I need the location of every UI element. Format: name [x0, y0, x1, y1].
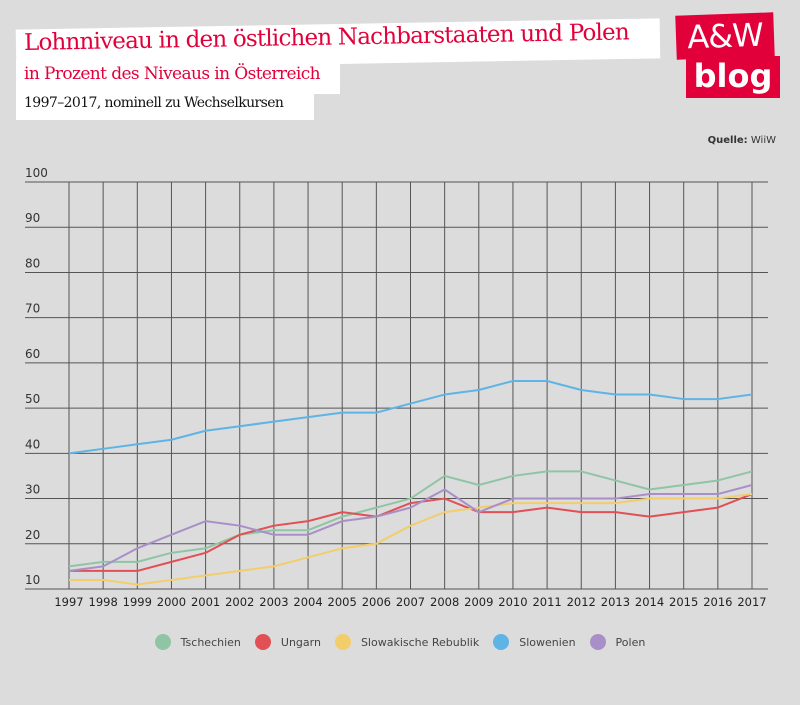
legend-marker-icon — [254, 634, 271, 650]
source-label: Quelle: — [707, 135, 748, 146]
legend-item[interactable]: Slowenien — [493, 634, 576, 650]
legend-marker-icon — [493, 634, 510, 650]
x-tick-label: 1999 — [123, 595, 152, 609]
y-tick-label: 70 — [25, 302, 40, 316]
x-tick-label: 2005 — [328, 595, 357, 609]
x-tick-label: 2015 — [669, 595, 698, 609]
note-background — [16, 90, 314, 120]
x-tick-label: 2006 — [362, 595, 391, 609]
x-tick-label: 2010 — [498, 595, 527, 609]
legend-label: Ungarn — [280, 635, 321, 649]
x-tick-label: 2012 — [567, 595, 596, 609]
logo-blog: blog — [686, 56, 780, 98]
x-tick-label: 2008 — [430, 595, 459, 609]
x-tick-label: 2000 — [157, 595, 186, 609]
legend-item[interactable]: Polen — [589, 634, 646, 650]
y-tick-label: 100 — [25, 166, 48, 180]
legend-item[interactable]: Tschechien — [154, 634, 241, 650]
legend-label: Polen — [615, 635, 646, 649]
source-value: WiiW — [750, 135, 776, 146]
legend-label: Slowenien — [519, 635, 576, 649]
x-tick-label: 2004 — [293, 595, 322, 609]
y-tick-label: 10 — [25, 573, 40, 587]
x-tick-label: 2017 — [737, 595, 766, 609]
y-tick-label: 30 — [25, 483, 40, 497]
x-tick-label: 2009 — [464, 595, 493, 609]
y-tick-label: 40 — [25, 437, 40, 451]
x-tick-label: 2011 — [532, 595, 561, 609]
chart-note: 1997–2017, nominell zu Wechselkursen — [24, 95, 284, 111]
legend-label: Slowakische Rebublik — [360, 635, 480, 649]
y-tick-label: 20 — [25, 528, 40, 542]
x-tick-label: 2007 — [396, 595, 425, 609]
x-tick-label: 2016 — [703, 595, 732, 609]
x-tick-label: 2013 — [601, 595, 630, 609]
legend: Tschechien Ungarn Slowakische Rebublik Slow… — [0, 634, 800, 650]
legend-marker-icon — [589, 634, 606, 650]
legend-label: Tschechien — [180, 635, 241, 649]
x-tick-label: 2001 — [191, 595, 220, 609]
x-tick-label: 2014 — [635, 595, 664, 609]
y-tick-label: 90 — [25, 211, 40, 225]
legend-item[interactable]: Slowakische Rebublik — [334, 634, 480, 650]
x-tick-label: 1998 — [89, 595, 118, 609]
chart-subtitle: in Prozent des Niveaus in Österreich — [24, 64, 321, 84]
legend-item[interactable]: Ungarn — [254, 634, 321, 650]
subtitle-background — [16, 60, 340, 94]
x-tick-label: 2003 — [259, 595, 288, 609]
legend-marker-icon — [154, 634, 171, 650]
y-tick-label: 80 — [25, 256, 40, 270]
x-tick-label: 2002 — [225, 595, 254, 609]
y-tick-label: 50 — [25, 392, 40, 406]
legend-marker-icon — [334, 634, 351, 650]
x-tick-label: 1997 — [54, 595, 83, 609]
source-note: Quelle: WiiW — [708, 135, 776, 146]
y-tick-label: 60 — [25, 347, 40, 361]
